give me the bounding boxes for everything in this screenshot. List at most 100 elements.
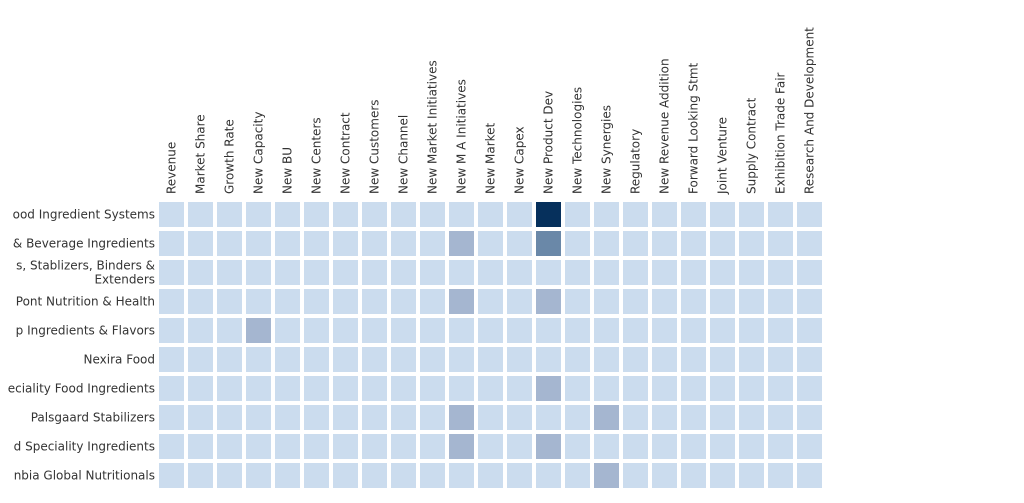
heatmap-cell[interactable] [391,318,416,343]
heatmap-cell[interactable] [188,376,213,401]
heatmap-cell[interactable] [275,202,300,227]
heatmap-cell[interactable] [275,347,300,372]
heatmap-cell[interactable] [768,289,793,314]
heatmap-cell[interactable] [536,405,561,430]
heatmap-cell[interactable] [797,289,822,314]
heatmap-cell[interactable] [536,260,561,285]
heatmap-cell[interactable] [797,202,822,227]
heatmap-cell[interactable] [710,202,735,227]
heatmap-cell[interactable] [623,231,648,256]
heatmap-cell[interactable] [217,347,242,372]
heatmap-cell[interactable] [449,260,474,285]
heatmap-cell[interactable] [565,260,590,285]
heatmap-cell[interactable] [391,376,416,401]
heatmap-cell[interactable] [304,463,329,488]
heatmap-cell[interactable] [420,231,445,256]
heatmap-cell[interactable] [594,260,619,285]
heatmap-cell[interactable] [594,289,619,314]
heatmap-cell[interactable] [333,463,358,488]
heatmap-cell[interactable] [246,463,271,488]
heatmap-cell[interactable] [623,347,648,372]
heatmap-cell[interactable] [333,376,358,401]
heatmap-cell[interactable] [362,318,387,343]
heatmap-cell[interactable] [681,434,706,459]
heatmap-cell[interactable] [362,434,387,459]
heatmap-cell[interactable] [594,347,619,372]
heatmap-cell[interactable] [681,463,706,488]
heatmap-cell[interactable] [768,376,793,401]
heatmap-cell[interactable] [217,231,242,256]
heatmap-cell[interactable] [623,463,648,488]
heatmap-cell[interactable] [362,463,387,488]
heatmap-cell[interactable] [797,347,822,372]
heatmap-cell[interactable] [304,202,329,227]
heatmap-cell[interactable] [507,260,532,285]
heatmap-cell[interactable] [391,347,416,372]
heatmap-cell[interactable] [420,434,445,459]
heatmap-cell[interactable] [710,463,735,488]
heatmap-cell[interactable] [304,405,329,430]
heatmap-cell[interactable] [449,231,474,256]
heatmap-cell[interactable] [275,376,300,401]
heatmap-cell[interactable] [768,463,793,488]
heatmap-cell[interactable] [565,376,590,401]
heatmap-cell[interactable] [594,202,619,227]
heatmap-cell[interactable] [710,434,735,459]
heatmap-cell[interactable] [478,318,503,343]
heatmap-cell[interactable] [188,260,213,285]
heatmap-cell[interactable] [391,231,416,256]
heatmap-cell[interactable] [420,289,445,314]
heatmap-cell[interactable] [275,463,300,488]
heatmap-cell[interactable] [652,405,677,430]
heatmap-cell[interactable] [652,347,677,372]
heatmap-cell[interactable] [159,202,184,227]
heatmap-cell[interactable] [739,202,764,227]
heatmap-cell[interactable] [304,347,329,372]
heatmap-cell[interactable] [217,260,242,285]
heatmap-cell[interactable] [159,231,184,256]
heatmap-cell[interactable] [449,347,474,372]
heatmap-cell[interactable] [188,463,213,488]
heatmap-cell[interactable] [797,231,822,256]
heatmap-cell[interactable] [507,347,532,372]
heatmap-cell[interactable] [652,318,677,343]
heatmap-cell[interactable] [304,434,329,459]
heatmap-cell[interactable] [739,318,764,343]
heatmap-cell[interactable] [420,260,445,285]
heatmap-cell[interactable] [362,260,387,285]
heatmap-cell[interactable] [797,463,822,488]
heatmap-cell[interactable] [217,434,242,459]
heatmap-cell[interactable] [565,318,590,343]
heatmap-cell[interactable] [246,202,271,227]
heatmap-cell[interactable] [507,405,532,430]
heatmap-cell[interactable] [739,289,764,314]
heatmap-cell[interactable] [652,231,677,256]
heatmap-cell[interactable] [275,318,300,343]
heatmap-cell[interactable] [420,405,445,430]
heatmap-cell[interactable] [710,260,735,285]
heatmap-cell[interactable] [536,434,561,459]
heatmap-cell[interactable] [159,260,184,285]
heatmap-cell[interactable] [623,202,648,227]
heatmap-cell[interactable] [681,376,706,401]
heatmap-cell[interactable] [507,434,532,459]
heatmap-cell[interactable] [275,260,300,285]
heatmap-cell[interactable] [333,260,358,285]
heatmap-cell[interactable] [507,289,532,314]
heatmap-cell[interactable] [333,347,358,372]
heatmap-cell[interactable] [188,405,213,430]
heatmap-cell[interactable] [449,202,474,227]
heatmap-cell[interactable] [565,347,590,372]
heatmap-cell[interactable] [536,231,561,256]
heatmap-cell[interactable] [159,463,184,488]
heatmap-cell[interactable] [275,289,300,314]
heatmap-cell[interactable] [362,231,387,256]
heatmap-cell[interactable] [362,376,387,401]
heatmap-cell[interactable] [159,289,184,314]
heatmap-cell[interactable] [652,463,677,488]
heatmap-cell[interactable] [391,405,416,430]
heatmap-cell[interactable] [797,260,822,285]
heatmap-cell[interactable] [304,231,329,256]
heatmap-cell[interactable] [478,231,503,256]
heatmap-cell[interactable] [710,347,735,372]
